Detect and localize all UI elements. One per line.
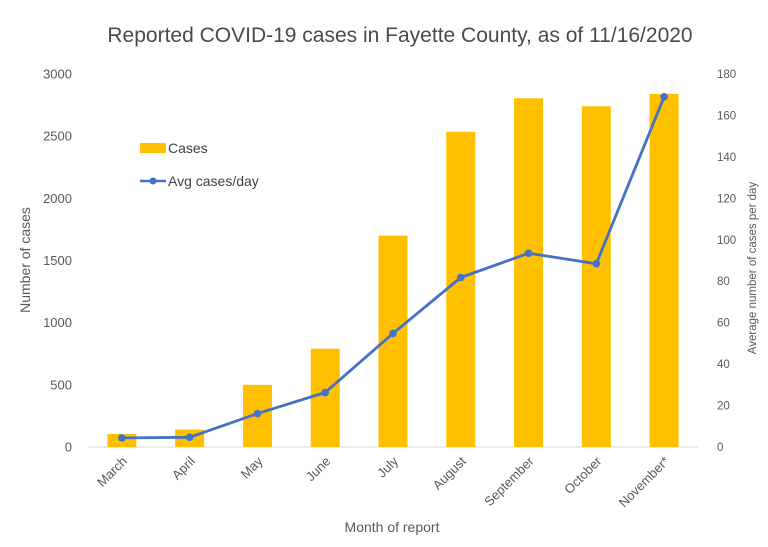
chart-title: Reported COVID-19 cases in Fayette Count… <box>107 24 692 47</box>
y2-tick-label: 0 <box>717 442 723 454</box>
legend-label-avg: Avg cases/day <box>168 173 259 189</box>
y2-tick-label: 140 <box>717 152 736 164</box>
y-tick-label: 1500 <box>43 253 72 268</box>
legend: Cases Avg cases/day <box>140 140 259 189</box>
y2-tick-label: 20 <box>717 401 730 413</box>
bar-series <box>107 93 679 448</box>
x-tick-label: March <box>94 454 130 490</box>
x-tick-label: August <box>430 453 469 492</box>
left-axis-ticks: 0 500 1000 1500 2000 2500 3000 <box>43 67 72 455</box>
avg-point-august <box>456 273 465 282</box>
right-axis-ticks: 0 20 40 60 80 100 120 140 160 180 <box>717 69 736 454</box>
x-axis-title: Month of report <box>345 519 440 535</box>
y-tick-label: 1000 <box>43 315 72 330</box>
bar-june <box>310 348 340 447</box>
x-tick-label: July <box>374 453 401 480</box>
y-tick-label: 2500 <box>43 129 72 144</box>
bar-november <box>649 93 679 447</box>
bar-september <box>514 98 544 448</box>
legend-swatch-avg-marker <box>149 177 157 185</box>
avg-point-june <box>321 388 330 397</box>
avg-point-november <box>660 92 668 101</box>
avg-point-october <box>592 260 601 268</box>
legend-swatch-cases <box>140 143 166 153</box>
legend-label-cases: Cases <box>168 140 208 156</box>
avg-point-may <box>253 409 262 418</box>
y2-tick-label: 40 <box>717 359 730 371</box>
y2-tick-label: 120 <box>717 193 736 205</box>
avg-point-april <box>185 433 194 442</box>
y2-tick-label: 160 <box>717 110 736 122</box>
y2-tick-label: 80 <box>717 276 730 288</box>
x-tick-label: November* <box>616 454 673 511</box>
y-axis-title: Number of cases <box>17 207 33 313</box>
y2-tick-label: 180 <box>717 69 736 81</box>
y2-tick-label: 60 <box>717 318 730 330</box>
avg-point-september <box>524 249 533 258</box>
y2-tick-label: 100 <box>717 235 736 247</box>
avg-point-march <box>118 434 126 442</box>
y-tick-label: 500 <box>50 377 72 392</box>
x-tick-label: September <box>481 453 537 509</box>
avg-point-july <box>389 329 397 338</box>
x-tick-label: October <box>561 453 605 497</box>
y-tick-label: 2000 <box>43 191 72 206</box>
line-series <box>118 92 668 442</box>
x-tick-label: June <box>303 454 334 485</box>
y-tick-label: 0 <box>65 440 72 455</box>
x-tick-label: April <box>169 453 198 482</box>
y2-axis-title: Average number of cases per day <box>747 182 759 355</box>
x-tick-label: May <box>238 453 266 481</box>
bar-august <box>446 131 476 447</box>
bar-october <box>581 106 611 448</box>
x-axis-ticks: March April May June July August September Octo… <box>94 453 672 510</box>
y-tick-label: 3000 <box>43 67 72 82</box>
